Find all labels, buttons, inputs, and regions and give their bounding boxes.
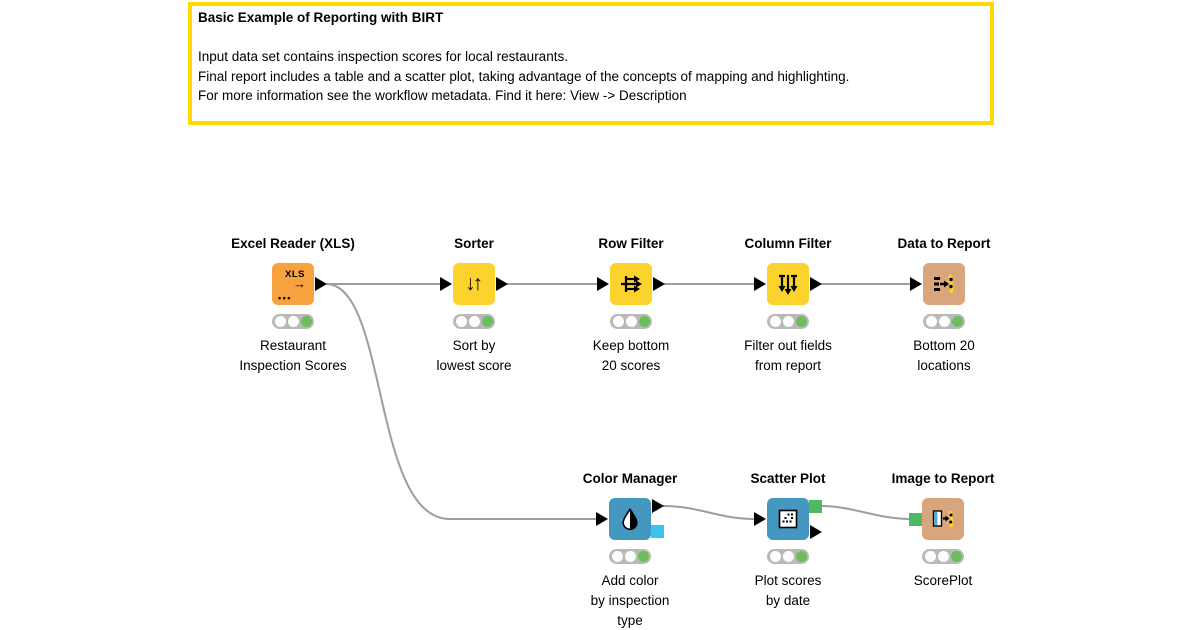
input-port[interactable]: [440, 277, 452, 291]
output-port[interactable]: [315, 277, 327, 291]
status-light-green: [795, 316, 807, 327]
traffic-light: [609, 549, 651, 564]
node-label[interactable]: ScorePlot: [913, 573, 973, 588]
image-to-report-node-box[interactable]: [909, 498, 964, 540]
excel-reader-node-box[interactable]: XLS → •••: [272, 263, 327, 305]
workflow-annotation[interactable]: Basic Example of Reporting with BIRT Inp…: [188, 2, 994, 125]
sorter-node-box[interactable]: ↓↑: [440, 263, 508, 305]
input-port[interactable]: [596, 512, 608, 526]
data-output-port[interactable]: [810, 525, 822, 539]
node-label[interactable]: Plot scores by date: [754, 573, 822, 608]
status-light-yellow: [625, 316, 637, 327]
status-light-red: [769, 551, 781, 562]
node-color-manager[interactable]: Color Manager Add color by inspection ty…: [583, 471, 678, 628]
traffic-light: [272, 314, 314, 329]
node-image-to-report[interactable]: Image to Report ScorePlot: [892, 471, 995, 588]
traffic-light: [767, 314, 809, 329]
annotation-body: Input data set contains inspection score…: [198, 49, 850, 103]
node-title: Image to Report: [891, 471, 995, 486]
status-light-yellow: [782, 551, 794, 562]
status-light-red: [274, 316, 286, 327]
connection-excel-to-colormanager[interactable]: [325, 283, 597, 520]
column-filter-node-box[interactable]: [754, 263, 822, 305]
traffic-light: [767, 549, 809, 564]
node-title: Column Filter: [744, 236, 832, 251]
status-light-red: [925, 316, 937, 327]
status-light-yellow: [937, 551, 949, 562]
color-manager-node-box[interactable]: [596, 498, 664, 540]
annotation-title: Basic Example of Reporting with BIRT: [198, 10, 444, 25]
output-port[interactable]: [810, 277, 822, 291]
status-light-red: [455, 316, 467, 327]
traffic-light: [922, 549, 964, 564]
connection-scatterplot-to-imagetoreport[interactable]: [821, 505, 911, 520]
status-light-yellow: [938, 316, 950, 327]
node-data-to-report[interactable]: Data to Report Bottom 20 locations: [897, 236, 990, 373]
node-title: Sorter: [454, 236, 494, 251]
data-to-report-icon: [934, 274, 954, 294]
node-sorter[interactable]: Sorter ↓↑ Sort by lowest score: [436, 236, 511, 373]
node-title: Scatter Plot: [750, 471, 826, 486]
status-light-red: [924, 551, 936, 562]
status-light-green: [950, 551, 962, 562]
image-output-port[interactable]: [809, 500, 822, 513]
node-title: Data to Report: [897, 236, 991, 251]
xls-icon-text: XLS: [285, 269, 305, 280]
input-port[interactable]: [754, 277, 766, 291]
traffic-light: [923, 314, 965, 329]
xls-file-icon: XLS → •••: [272, 263, 314, 305]
traffic-light: [610, 314, 652, 329]
connection-colormanager-to-scatterplot[interactable]: [662, 505, 756, 520]
row-filter-icon: [621, 275, 642, 293]
arrow-icon: →: [293, 276, 306, 291]
image-input-port[interactable]: [909, 513, 922, 526]
node-row-filter[interactable]: Row Filter Keep bottom 20 scores: [593, 236, 670, 373]
status-light-green: [795, 551, 807, 562]
row-filter-node-box[interactable]: [597, 263, 665, 305]
status-light-yellow: [782, 316, 794, 327]
node-title: Color Manager: [582, 471, 678, 486]
status-light-yellow: [468, 316, 480, 327]
data-output-port[interactable]: [652, 499, 664, 513]
sort-arrows-icon: ↓↑: [465, 272, 483, 295]
node-label[interactable]: Sort by lowest score: [436, 338, 512, 373]
node-excel-reader[interactable]: Excel Reader (XLS) XLS → ••• Restaurant …: [231, 236, 355, 373]
status-light-red: [612, 316, 624, 327]
scatter-plot-node-box[interactable]: [754, 498, 822, 540]
node-label[interactable]: Add color by inspection type: [590, 573, 670, 628]
node-label[interactable]: Keep bottom 20 scores: [592, 338, 670, 373]
output-port[interactable]: [653, 277, 665, 291]
input-port[interactable]: [754, 512, 766, 526]
node-scatter-plot[interactable]: Scatter Plot Plot scores by date: [750, 471, 825, 608]
status-light-green: [300, 316, 312, 327]
status-light-green: [637, 551, 649, 562]
image-to-report-icon: [932, 510, 954, 528]
scatter-plot-icon: [778, 509, 798, 529]
input-port[interactable]: [597, 277, 609, 291]
dots-icon: •••: [278, 293, 292, 303]
status-light-green: [951, 316, 963, 327]
node-label[interactable]: Filter out fields from report: [744, 338, 832, 373]
status-light-green: [481, 316, 493, 327]
status-light-red: [611, 551, 623, 562]
output-port[interactable]: [496, 277, 508, 291]
node-label[interactable]: Bottom 20 locations: [913, 338, 975, 373]
column-filter-icon: [778, 274, 798, 295]
node-title: Excel Reader (XLS): [231, 236, 355, 251]
node-title: Row Filter: [598, 236, 664, 251]
status-light-red: [769, 316, 781, 327]
color-model-output-port[interactable]: [651, 525, 664, 538]
node-label[interactable]: Restaurant Inspection Scores: [239, 338, 347, 373]
status-light-yellow: [624, 551, 636, 562]
node-column-filter[interactable]: Column Filter Filter out fields from rep…: [744, 236, 832, 373]
input-port[interactable]: [910, 277, 922, 291]
status-light-green: [638, 316, 650, 327]
data-to-report-node-box[interactable]: [910, 263, 965, 305]
color-droplet-icon: [622, 508, 638, 531]
status-light-yellow: [287, 316, 299, 327]
traffic-light: [453, 314, 495, 329]
